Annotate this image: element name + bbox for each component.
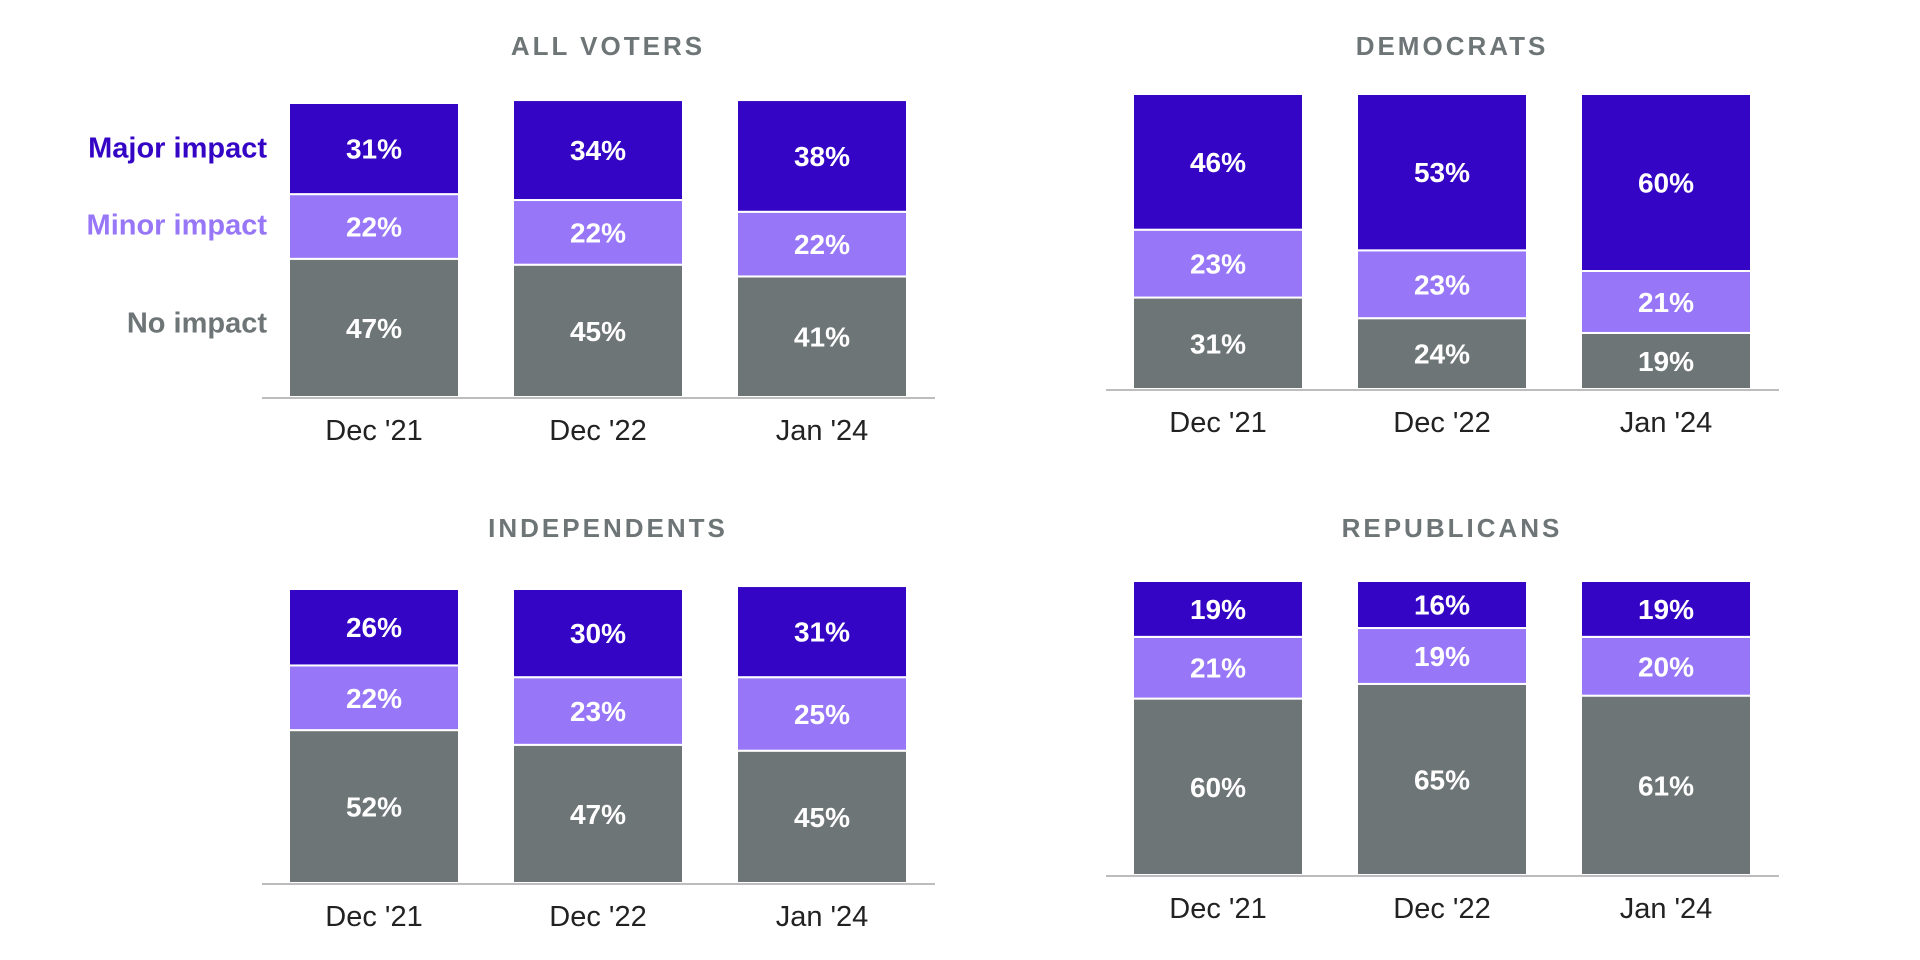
chart-panel-4: REPUBLICANS 60% 21% 19% Dec '21 65% 19% 16% Dec … — [1106, 513, 1779, 925]
legend-major-impact: Major impact — [88, 132, 267, 165]
data-label: 21% — [1638, 287, 1694, 318]
bar-segment-minor-impact — [1356, 627, 1528, 685]
data-label: 34% — [570, 135, 626, 166]
bar-segment-major-impact — [1356, 580, 1528, 630]
data-label: 16% — [1414, 590, 1470, 621]
data-label: 24% — [1414, 339, 1470, 370]
data-label: 22% — [346, 683, 402, 714]
data-label: 19% — [1638, 346, 1694, 377]
data-label: 45% — [570, 316, 626, 347]
chart-title: DEMOCRATS — [1356, 31, 1549, 61]
bar-segment-no-impact — [512, 263, 684, 399]
data-label: 19% — [1190, 594, 1246, 625]
chart-panel-2: DEMOCRATS 31% 23% 46% Dec '21 24% 23% 53% Dec '2… — [1106, 31, 1779, 439]
bar-segment-minor-impact — [1132, 635, 1304, 700]
bar-segment-no-impact — [1580, 694, 1752, 876]
data-label: 65% — [1414, 764, 1470, 795]
x-tick-label: Dec '21 — [1169, 407, 1266, 439]
bar-segment-major-impact — [1356, 93, 1528, 252]
x-tick-label: Dec '22 — [549, 415, 646, 447]
bar-segment-major-impact — [1580, 93, 1752, 272]
bar-segment-minor-impact — [512, 199, 684, 266]
bar-segment-minor-impact — [288, 664, 460, 732]
bar-segment-major-impact — [288, 102, 460, 196]
bar-segment-no-impact — [288, 257, 460, 398]
data-label: 31% — [1190, 328, 1246, 359]
x-tick-label: Dec '21 — [1169, 893, 1266, 925]
bar-segment-major-impact — [736, 585, 908, 679]
bar-segment-minor-impact — [1132, 228, 1304, 299]
chart-panel-1: ALL VOTERS 47% 22% 31% Dec '21 45% 22% 34% Dec '… — [262, 31, 935, 447]
data-label: 53% — [1414, 157, 1470, 188]
data-label: 47% — [570, 799, 626, 830]
data-label: 45% — [794, 802, 850, 833]
chart-title: ALL VOTERS — [511, 31, 705, 61]
x-tick-label: Dec '21 — [325, 901, 422, 933]
legend-minor-impact: Minor impact — [86, 209, 267, 242]
data-label: 60% — [1190, 772, 1246, 803]
x-tick-label: Jan '24 — [1620, 893, 1713, 925]
bar-segment-no-impact — [736, 749, 908, 885]
data-label: 20% — [1638, 651, 1694, 682]
bar-segment-major-impact — [1580, 580, 1752, 638]
data-label: 22% — [570, 217, 626, 248]
x-tick-label: Jan '24 — [1620, 407, 1713, 439]
bar-segment-major-impact — [1132, 93, 1304, 231]
legend: Major impact Minor impact No impact — [0, 0, 267, 960]
data-label: 46% — [1190, 147, 1246, 178]
bar-segment-minor-impact — [1580, 635, 1752, 697]
bar-segment-no-impact — [1132, 697, 1304, 876]
data-label: 25% — [794, 699, 850, 730]
data-label: 19% — [1414, 641, 1470, 672]
bar-segment-minor-impact — [1580, 270, 1752, 334]
chart-title: INDEPENDENTS — [488, 513, 728, 543]
x-tick-label: Jan '24 — [776, 901, 869, 933]
data-label: 41% — [794, 322, 850, 353]
data-label: 22% — [346, 211, 402, 242]
bar-segment-no-impact — [1356, 317, 1528, 391]
data-label: 60% — [1638, 168, 1694, 199]
x-tick-label: Dec '21 — [325, 415, 422, 447]
bar-segment-major-impact — [512, 588, 684, 679]
data-label: 31% — [794, 617, 850, 648]
chart-panel-3: INDEPENDENTS 52% 22% 26% Dec '21 47% 23% 30% Dec… — [262, 513, 935, 933]
data-label: 19% — [1638, 594, 1694, 625]
data-label: 23% — [1414, 269, 1470, 300]
data-label: 23% — [1190, 249, 1246, 280]
legend-no-impact: No impact — [126, 307, 267, 340]
bar-segment-no-impact — [512, 743, 684, 884]
bar-segment-minor-impact — [288, 193, 460, 260]
chart-title: REPUBLICANS — [1342, 513, 1563, 543]
data-label: 23% — [570, 696, 626, 727]
bar-segment-minor-impact — [1356, 249, 1528, 320]
bar-segment-minor-impact — [736, 676, 908, 752]
bar-segment-major-impact — [736, 99, 908, 213]
bar-segment-no-impact — [1132, 296, 1304, 390]
x-tick-label: Dec '22 — [1393, 893, 1490, 925]
data-label: 22% — [794, 229, 850, 260]
bar-segment-major-impact — [512, 99, 684, 202]
data-label: 47% — [346, 313, 402, 344]
bar-segment-no-impact — [1356, 682, 1528, 877]
bar-segment-minor-impact — [736, 210, 908, 278]
data-label: 30% — [570, 618, 626, 649]
data-label: 21% — [1190, 653, 1246, 684]
bar-segment-major-impact — [1132, 580, 1304, 638]
data-label: 26% — [346, 612, 402, 643]
bar-segment-minor-impact — [512, 676, 684, 746]
x-tick-label: Jan '24 — [776, 415, 869, 447]
data-label: 61% — [1638, 770, 1694, 801]
data-label: 31% — [346, 134, 402, 165]
x-tick-label: Dec '22 — [549, 901, 646, 933]
data-label: 38% — [794, 141, 850, 172]
bar-segment-major-impact — [288, 588, 460, 667]
data-label: 52% — [346, 792, 402, 823]
x-tick-label: Dec '22 — [1393, 407, 1490, 439]
